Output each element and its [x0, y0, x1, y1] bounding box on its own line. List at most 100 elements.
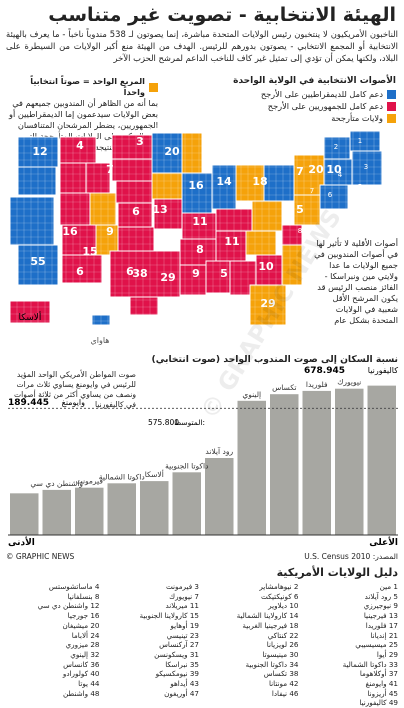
state-list-item: 22 كنتاكي: [267, 630, 299, 640]
population-bar: [75, 487, 104, 535]
credit: © GRAPHIC NEWS: [6, 552, 75, 561]
legend-label-swing: ولايات متأرجحة: [331, 113, 383, 123]
lowest-label: الأدنى: [8, 536, 35, 548]
state-block: [109, 250, 181, 298]
state-votes-label: 16: [62, 225, 78, 238]
state-block: [115, 180, 153, 204]
population-bar-state-label: فلوريدا: [306, 380, 328, 389]
state-votes-label: 20: [164, 145, 180, 158]
state-block: [349, 130, 381, 152]
population-bar: [205, 458, 234, 535]
state-list-item: 28 ميزوري: [65, 640, 100, 650]
states-title: دليل الولايات الأمريكية: [276, 566, 398, 579]
state-list-item: 38 تكساس: [263, 669, 299, 679]
legend-item-democrat: دعم كامل للديمقراطيين على الأرجح: [196, 89, 396, 99]
state-list-item: 46 نيفادا: [271, 688, 299, 698]
state-votes-label: 18: [252, 175, 267, 188]
population-bar: [237, 400, 266, 535]
population-bar: [172, 472, 201, 535]
state-list-item: 11 ميريلاند: [165, 601, 200, 611]
states-list: 1 مين 2 نيوهامشاير 3 فيرمونت 4 ماساتشوستس 5 …: [6, 582, 398, 708]
state-votes-label: 16: [188, 179, 204, 192]
state-list-item: 18 فيرجينيا الغربية: [242, 620, 299, 630]
state-list-item: 15 كارولاينا الجنوبية: [139, 611, 199, 621]
population-note: صوت المواطن الأمريكي الواحد المؤيد للرئي…: [14, 370, 136, 409]
state-list-item: 41 وايومنغ: [365, 679, 398, 689]
population-bar: [302, 390, 331, 535]
state-votes-label: 5: [296, 203, 304, 216]
state-list-item: 26 لويزيانا: [266, 640, 299, 650]
bottom-state-label: وايومنغ: [62, 398, 86, 407]
population-bar: [42, 489, 71, 535]
population-bar-state-label: واشنطن دي سي: [30, 479, 83, 488]
state-block: [9, 196, 55, 246]
state-block: [255, 254, 283, 286]
state-list-item: 45 أريزونا: [367, 688, 398, 698]
state-code-label: 5: [358, 183, 362, 191]
state-block: [129, 296, 159, 316]
state-code-label: 2: [334, 143, 338, 151]
state-votes-label: 6: [132, 205, 140, 218]
legend-title: الأصوات الانتخابية في الولاية الواحدة: [233, 76, 396, 86]
state-list-item: 25 ميسيسيبي: [355, 640, 398, 650]
state-block: [17, 136, 59, 168]
state-block: [117, 202, 153, 228]
state-votes-label: 9: [106, 225, 114, 238]
state-votes-label: 11: [224, 235, 239, 248]
state-code-label: 4: [338, 171, 343, 179]
state-list-item: 27 آركنساس: [159, 640, 199, 650]
state-votes-label: 14: [216, 175, 232, 188]
population-bar-state-label: ألاسكا: [145, 469, 164, 479]
state-votes-label: 11: [192, 215, 207, 228]
state-list-item: 5 رود آيلاند: [364, 591, 398, 601]
state-votes-label: 38: [132, 267, 147, 280]
state-votes-label: 9: [166, 235, 174, 248]
state-list-item: 14 كارولاينا الشمالية: [236, 611, 299, 621]
top-value: 678.945: [304, 366, 345, 376]
top-state-label: كاليفورنيا: [368, 366, 398, 375]
state-code-label: 6: [328, 191, 333, 199]
state-list-item: 12 واشنطن دي سي: [37, 601, 100, 611]
population-bar-state-label: فيرمونت: [76, 477, 104, 486]
state-list-item: 17 فلوريدا: [365, 620, 398, 630]
swing-note-swatch: [149, 82, 158, 92]
state-block: [17, 244, 59, 286]
state-list-item: 36 كانساس: [63, 659, 100, 669]
state-block: [179, 264, 207, 296]
population-bar-state-label: داكوتا الجنوبية: [165, 461, 208, 470]
state-list-item: 35 نبراسكا: [165, 659, 199, 669]
state-votes-label: 6: [76, 265, 84, 278]
state-votes-label: 55: [30, 255, 45, 268]
state-list-item: 10 ديلاوير: [268, 601, 299, 611]
state-list-item: 48 واشنطن: [63, 688, 100, 698]
highest-label: الأعلى: [369, 536, 398, 548]
state-code-label: 9: [320, 209, 324, 217]
average-value: 575.800: [148, 418, 179, 427]
state-block: [89, 192, 117, 226]
state-votes-label: 20: [308, 163, 324, 176]
state-list-item: 32 إلينوي: [70, 649, 100, 659]
state-votes-label: 3: [136, 135, 144, 148]
state-list-item: 33 داكوتا الشمالية: [342, 659, 398, 669]
population-bar-state-label: تكساس: [272, 383, 296, 392]
state-block: [59, 162, 87, 194]
source: المصدر: U.S. Census 2010: [304, 552, 398, 561]
state-code-label: 3: [364, 163, 368, 171]
state-block: [91, 314, 111, 326]
population-bars: [8, 385, 398, 536]
state-list-item: 47 أوريغون: [164, 688, 199, 698]
bottom-value: 189.445: [8, 398, 49, 408]
state-code-label: 7: [310, 187, 314, 195]
state-votes-label: 8: [196, 243, 204, 256]
legend-item-swing: ولايات متأرجحة: [196, 113, 396, 123]
state-votes-label: 9: [192, 267, 200, 280]
state-block: [351, 150, 383, 186]
state-votes-label: 12: [32, 145, 47, 158]
state-block: [151, 132, 183, 174]
population-bar: [335, 388, 364, 535]
swing-note-heading: المربع الواحد = صوتاً انتخابياً واحداً: [8, 76, 158, 98]
average-label: المتوسط:: [174, 418, 205, 427]
